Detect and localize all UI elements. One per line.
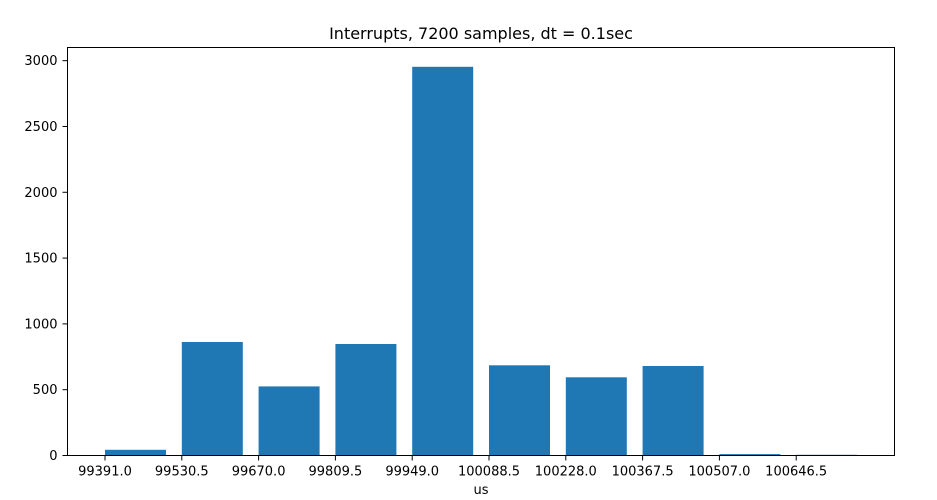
bars-group <box>105 66 858 456</box>
x-tick-label-8: 100507.0 <box>688 465 750 480</box>
y-tick-label-6: 3000 <box>24 54 57 69</box>
y-tick-label-5: 2500 <box>24 120 57 135</box>
x-axis: 99391.0 99530.5 99670.0 99809.5 99949.0 10008… <box>78 455 827 480</box>
x-tick-label-5: 100088.5 <box>458 465 520 480</box>
bar-0 <box>105 449 166 456</box>
y-tick-label-1: 500 <box>33 383 58 398</box>
x-tick-label-1: 99530.5 <box>155 465 209 480</box>
bar-1 <box>181 342 243 456</box>
bar-8 <box>719 454 781 456</box>
plot-frame <box>67 47 895 456</box>
x-axis-label: us <box>473 483 488 498</box>
x-tick-label-9: 100646.5 <box>765 465 827 480</box>
bar-4 <box>412 66 474 456</box>
x-tick-label-3: 99809.5 <box>309 465 363 480</box>
bar-7 <box>642 366 704 456</box>
chart-title: Interrupts, 7200 samples, dt = 0.1sec <box>329 24 633 43</box>
bar-6 <box>565 377 627 456</box>
x-tick-label-2: 99670.0 <box>232 465 286 480</box>
bar-5 <box>489 365 550 456</box>
y-tick-label-3: 1500 <box>24 252 57 267</box>
bar-2 <box>258 386 320 456</box>
x-tick-label-6: 100228.0 <box>535 465 597 480</box>
y-tick-label-2: 1000 <box>24 317 57 332</box>
x-tick-label-0: 99391.0 <box>78 465 132 480</box>
y-tick-label-0: 0 <box>49 449 57 464</box>
bar-3 <box>335 344 397 456</box>
x-tick-label-4: 99949.0 <box>385 465 439 480</box>
x-tick-label-7: 100367.5 <box>612 465 674 480</box>
y-axis: 0 500 1000 1500 2000 2500 3000 <box>24 54 68 464</box>
y-tick-label-4: 2000 <box>24 186 57 201</box>
